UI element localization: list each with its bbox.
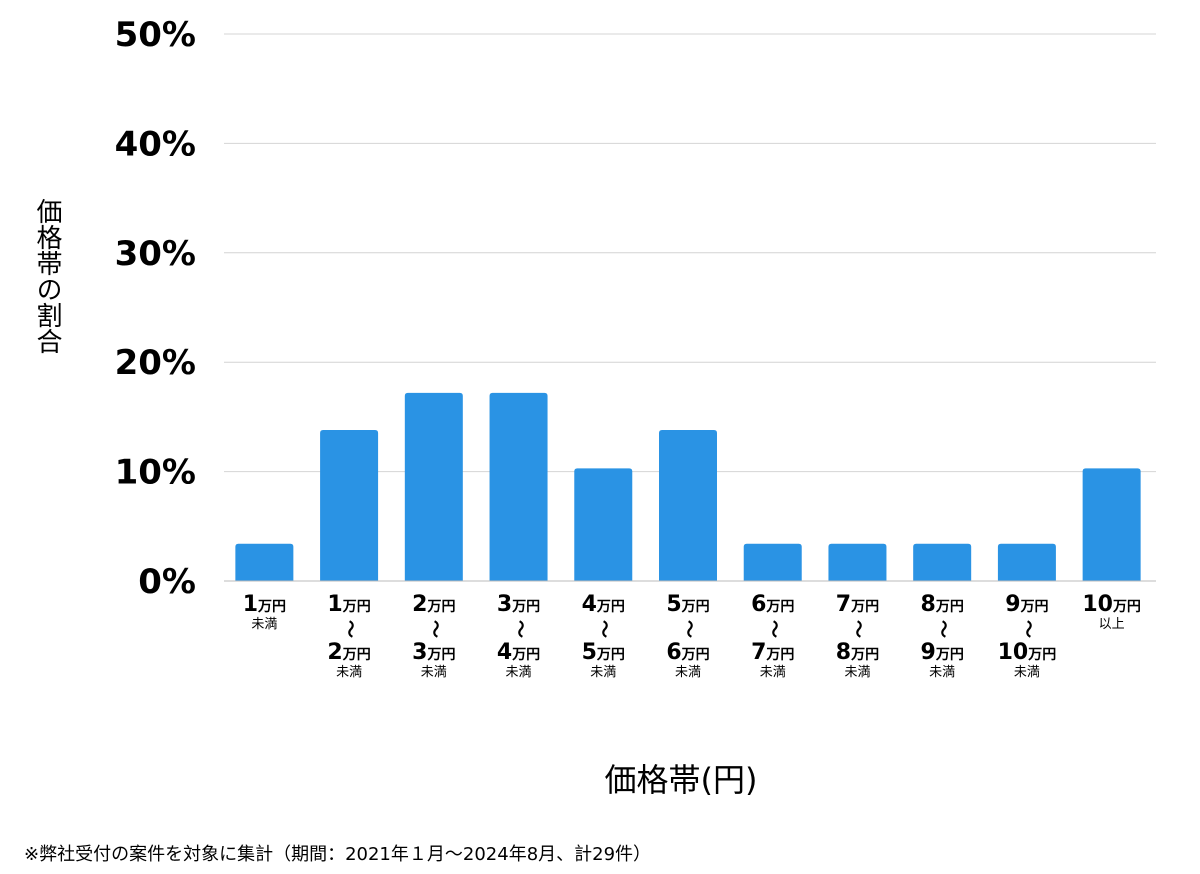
y-tick-label: 40% [115, 124, 196, 164]
y-tick-label: 10% [115, 453, 196, 493]
bar [997, 543, 1056, 581]
y-tick-label: 20% [115, 343, 196, 383]
y-tick-label: 50% [115, 15, 196, 55]
bar [913, 543, 972, 581]
bar [489, 392, 548, 581]
bar [743, 543, 802, 581]
x-tick-label: 9万円〜 10万円 未満 [997, 592, 1057, 680]
x-tick-label: 7万円〜 8万円 未満 [835, 592, 880, 680]
gridlines [224, 33, 1156, 473]
footnote: ※弊社受付の案件を対象に集計（期間：2021年１月〜2024年8月、計29件） [24, 844, 652, 865]
y-tick-label: 30% [115, 234, 196, 274]
x-tick-label: 5万円〜 6万円 未満 [666, 592, 710, 680]
y-axis-ticks: 0% 10% 20% 30% 40% 50% [115, 15, 196, 602]
y-axis-label: 価格帯の割合 [32, 198, 62, 354]
x-tick-label: 10万円 以上 [1082, 592, 1141, 632]
x-tick-label: 1万円〜 2万円 未満 [327, 592, 371, 680]
bar [828, 543, 887, 581]
bar [404, 392, 463, 581]
x-tick-label: 8万円〜 9万円 未満 [920, 592, 964, 680]
x-tick-label: 6万円〜 7万円 未満 [751, 592, 795, 680]
x-tick-label: 3万円〜 4万円 未満 [496, 592, 541, 680]
bars [235, 392, 1141, 581]
bar [574, 468, 633, 581]
bar [1082, 468, 1141, 581]
bar [235, 543, 294, 581]
bar [659, 430, 717, 581]
x-tick-label: 1万円 未満 [242, 592, 287, 632]
bar [320, 430, 379, 581]
y-tick-label: 0% [138, 562, 196, 602]
x-axis-label: 価格帯(円) [604, 761, 758, 799]
x-tick-label: 4万円〜 5万円 未満 [581, 592, 625, 680]
x-tick-label: 2万円〜 3万円 未満 [412, 592, 456, 680]
